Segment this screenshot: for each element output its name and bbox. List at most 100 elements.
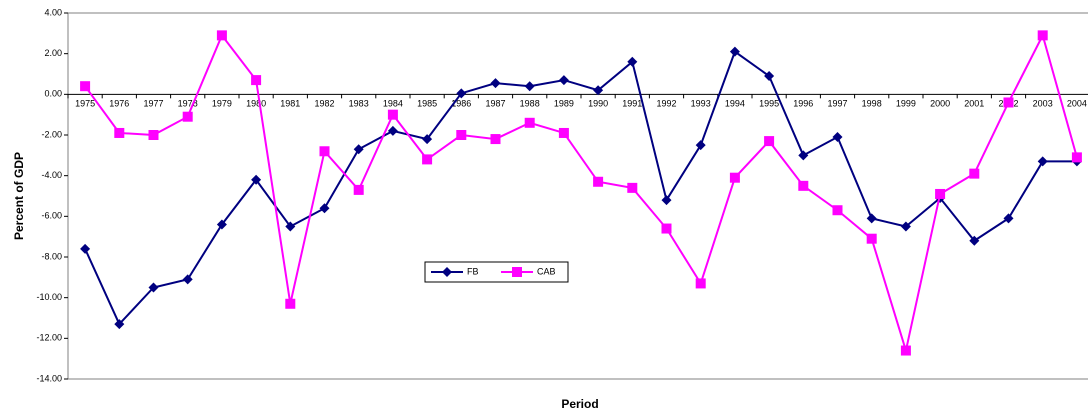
point bbox=[1003, 97, 1014, 108]
x-tick-label: 1990 bbox=[588, 99, 608, 109]
point bbox=[216, 219, 227, 230]
point bbox=[935, 188, 946, 199]
point bbox=[558, 127, 569, 138]
point bbox=[148, 130, 159, 140]
x-tick-label: 1988 bbox=[520, 99, 540, 109]
x-tick-label: 1989 bbox=[554, 99, 574, 109]
x-tick-label: 1986 bbox=[451, 99, 471, 109]
x-tick-label: 1994 bbox=[725, 99, 745, 109]
point bbox=[764, 136, 775, 147]
point bbox=[900, 345, 911, 356]
x-tick-label: 1975 bbox=[75, 99, 95, 109]
point bbox=[422, 134, 433, 145]
legend-marker bbox=[512, 267, 522, 277]
point bbox=[1003, 213, 1014, 224]
point bbox=[798, 180, 809, 191]
point bbox=[1037, 156, 1048, 167]
point bbox=[216, 30, 227, 41]
point bbox=[524, 81, 535, 92]
point bbox=[80, 81, 91, 92]
x-tick-label: 1987 bbox=[485, 99, 505, 109]
y-tick-label: -12.00 bbox=[36, 333, 62, 343]
point bbox=[695, 278, 706, 289]
point bbox=[661, 223, 672, 234]
point bbox=[969, 168, 980, 179]
point bbox=[456, 88, 467, 99]
x-tick-label: 1999 bbox=[896, 99, 916, 109]
x-tick-label: 1993 bbox=[691, 99, 711, 109]
point bbox=[285, 298, 296, 309]
x-tick-label: 1984 bbox=[383, 99, 403, 109]
point bbox=[627, 56, 638, 67]
point bbox=[593, 176, 604, 187]
point bbox=[251, 174, 262, 185]
point bbox=[114, 319, 125, 330]
x-axis-title: Period bbox=[561, 397, 598, 411]
point bbox=[422, 154, 433, 165]
series-line bbox=[84, 50, 1077, 326]
point bbox=[182, 274, 193, 285]
y-tick-label: -4.00 bbox=[41, 170, 62, 180]
x-tick-label: 1995 bbox=[759, 99, 779, 109]
point bbox=[798, 150, 809, 161]
point bbox=[832, 205, 843, 216]
y-tick-label: -6.00 bbox=[41, 211, 62, 221]
point bbox=[80, 243, 91, 254]
y-tick-label: 2.00 bbox=[44, 48, 62, 58]
y-axis-title: Percent of GDP bbox=[12, 152, 26, 240]
x-tick-label: 1981 bbox=[280, 99, 300, 109]
x-tick-label: 1980 bbox=[246, 99, 266, 109]
point bbox=[900, 221, 911, 232]
y-tick-label: 0.00 bbox=[44, 89, 62, 99]
legend-label: FB bbox=[467, 266, 479, 276]
point bbox=[114, 127, 125, 138]
point bbox=[285, 221, 296, 232]
point bbox=[182, 111, 193, 122]
point bbox=[490, 134, 501, 145]
point bbox=[627, 182, 638, 193]
point bbox=[729, 46, 740, 57]
point bbox=[593, 85, 604, 96]
x-tick-label: 1996 bbox=[793, 99, 813, 109]
x-tick-label: 1997 bbox=[827, 99, 847, 109]
x-tick-label: 2004 bbox=[1067, 99, 1087, 109]
x-tick-label: 2000 bbox=[930, 99, 950, 109]
point bbox=[1037, 30, 1048, 41]
point bbox=[148, 282, 159, 293]
plot-area bbox=[67, 12, 1088, 380]
point bbox=[456, 130, 467, 140]
point bbox=[558, 75, 569, 86]
x-tick-label: 1992 bbox=[656, 99, 676, 109]
x-tick-label: 1991 bbox=[622, 99, 642, 109]
x-tick-label: 2003 bbox=[1033, 99, 1053, 109]
point bbox=[387, 125, 398, 136]
y-tick-label: -8.00 bbox=[41, 251, 62, 261]
y-tick-label: 4.00 bbox=[44, 7, 62, 17]
point bbox=[319, 146, 330, 157]
point bbox=[832, 132, 843, 143]
y-tick-label: -2.00 bbox=[41, 129, 62, 139]
point bbox=[1071, 152, 1082, 163]
legend-label: CAB bbox=[537, 266, 556, 276]
legend-marker bbox=[442, 267, 452, 277]
point bbox=[764, 71, 775, 82]
x-tick-label: 1978 bbox=[178, 99, 198, 109]
x-tick-label: 1979 bbox=[212, 99, 232, 109]
point bbox=[729, 172, 740, 183]
x-tick-label: 1982 bbox=[314, 99, 334, 109]
y-tick-label: -10.00 bbox=[36, 292, 62, 302]
point bbox=[319, 203, 330, 214]
y-tick-label: -14.00 bbox=[36, 373, 62, 383]
point bbox=[969, 235, 980, 246]
point bbox=[353, 144, 364, 155]
legend-box bbox=[424, 261, 569, 283]
x-tick-label: 1985 bbox=[417, 99, 437, 109]
point bbox=[866, 233, 877, 244]
point bbox=[695, 140, 706, 151]
point bbox=[387, 109, 398, 120]
x-tick-label: 1998 bbox=[862, 99, 882, 109]
series-line bbox=[84, 32, 1078, 355]
point bbox=[524, 117, 535, 128]
